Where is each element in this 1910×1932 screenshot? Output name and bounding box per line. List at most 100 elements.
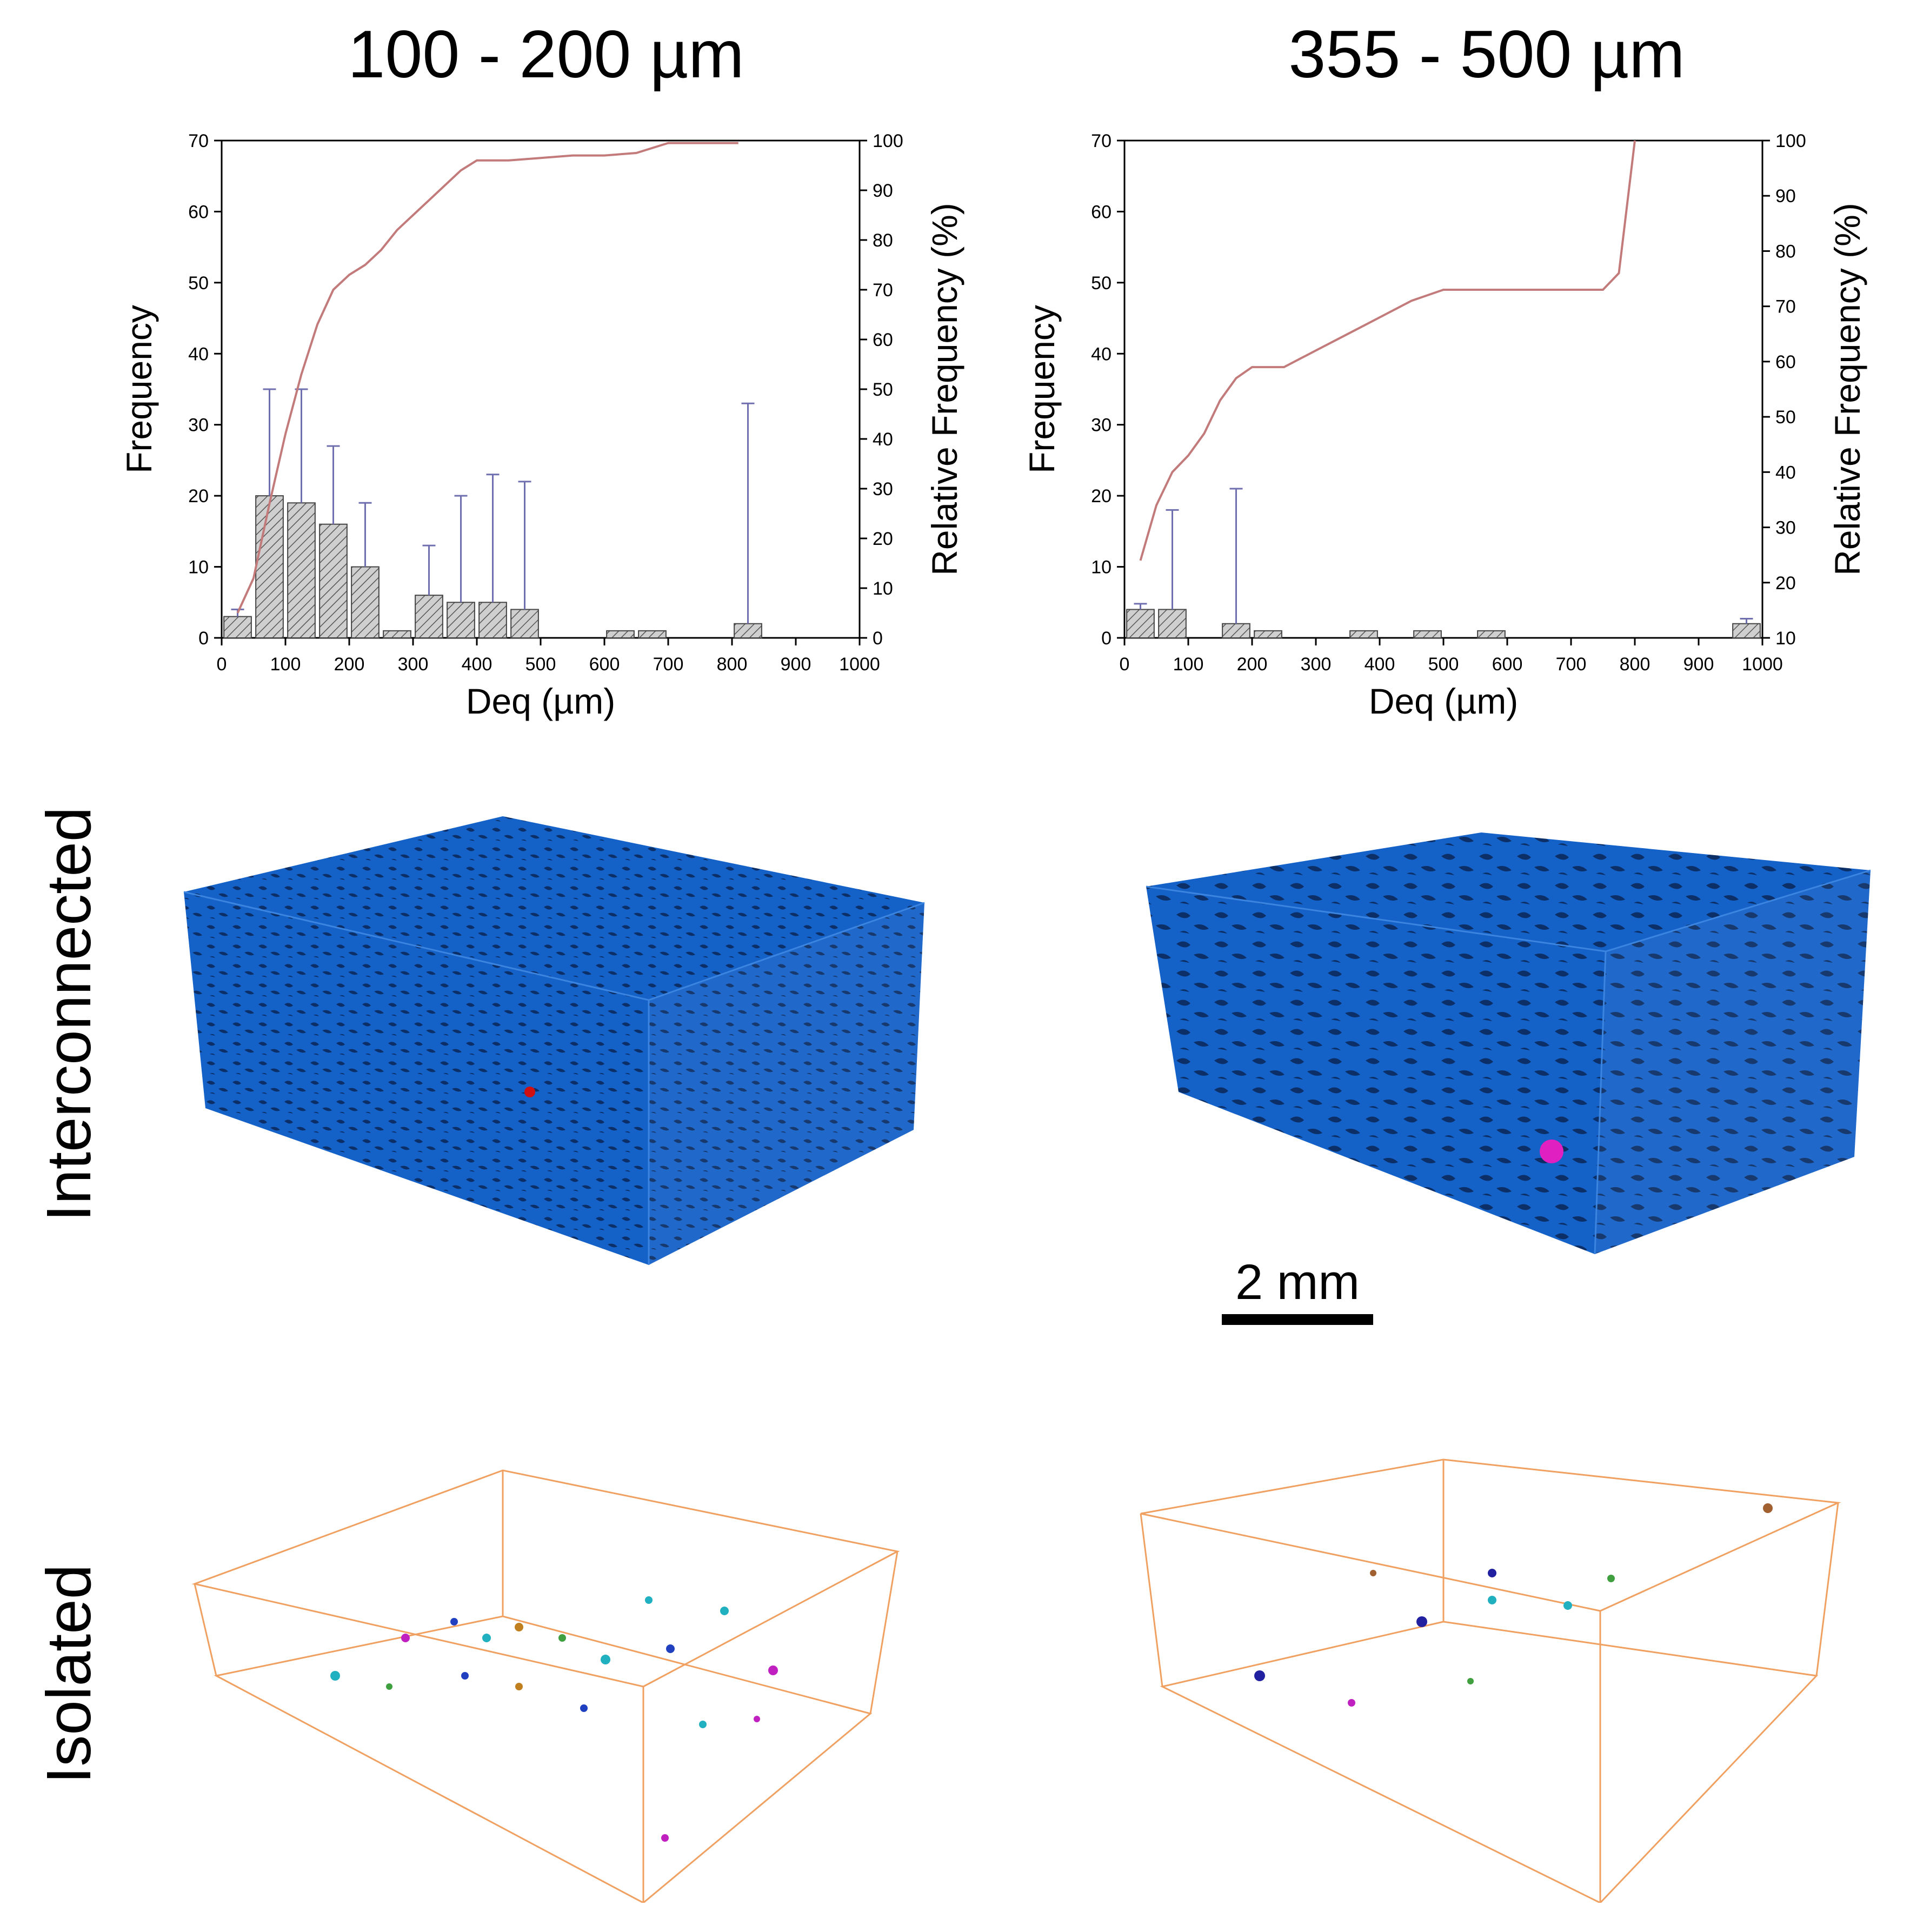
x-tick-label: 300 bbox=[1301, 654, 1332, 675]
histogram-bar bbox=[415, 595, 443, 639]
x-tick-label: 900 bbox=[781, 654, 811, 675]
interconnected-render-left bbox=[183, 816, 925, 1265]
block-right-face bbox=[1595, 870, 1871, 1254]
y2-tick-label: 30 bbox=[873, 479, 893, 499]
histogram-bar bbox=[1477, 630, 1506, 638]
histogram-svg-left: 0 100 200 300 400 500 600 700 800 900 100001020304… bbox=[119, 131, 964, 721]
histogram-bar bbox=[351, 566, 380, 638]
row-label-isolated: Isolated bbox=[34, 1564, 104, 1784]
x-axis-label: Deq (µm) bbox=[466, 681, 615, 721]
block-left-face bbox=[1146, 887, 1606, 1254]
y2-tick-label: 100 bbox=[1775, 131, 1806, 151]
histogram-bar bbox=[383, 630, 411, 638]
y-axis-label: Frequency bbox=[119, 305, 159, 474]
x-tick-label: 900 bbox=[1683, 654, 1714, 675]
x-tick-label: 500 bbox=[1428, 654, 1459, 675]
y-tick-label: 10 bbox=[1091, 557, 1112, 578]
column-title-right: 355 - 500 µm bbox=[1288, 17, 1685, 92]
column-title-left: 100 - 200 µm bbox=[348, 17, 744, 92]
y2-tick-label: 10 bbox=[873, 578, 893, 599]
y2-tick-label: 40 bbox=[873, 429, 893, 450]
histogram-bar bbox=[478, 602, 507, 638]
histogram-bar bbox=[1126, 609, 1155, 639]
y2-tick-label: 40 bbox=[1775, 462, 1796, 483]
isolated-pore-cluster bbox=[1254, 1503, 1773, 1707]
y-tick-label: 20 bbox=[1091, 486, 1112, 507]
isolated-render-right bbox=[1140, 1458, 1841, 1903]
y2-tick-label: 50 bbox=[873, 379, 893, 400]
magenta-pore-marker bbox=[1540, 1140, 1563, 1163]
x-tick-label: 100 bbox=[270, 654, 301, 675]
x-tick-label: 600 bbox=[1492, 654, 1523, 675]
histogram-bar bbox=[1254, 630, 1282, 638]
cumulative-curve bbox=[236, 142, 738, 614]
block-left-face bbox=[184, 892, 649, 1265]
histogram-bar bbox=[1222, 623, 1250, 639]
y2-tick-label: 20 bbox=[1775, 573, 1796, 594]
x-tick-label: 1000 bbox=[1742, 654, 1783, 675]
histogram-bar bbox=[1413, 630, 1442, 638]
y2-tick-label: 80 bbox=[873, 230, 893, 251]
scale-bar: 2 mm bbox=[1222, 1254, 1373, 1325]
histogram-bar bbox=[1158, 609, 1187, 639]
x-tick-label: 200 bbox=[334, 654, 365, 675]
y-tick-label: 40 bbox=[188, 344, 209, 364]
y2-tick-label: 70 bbox=[1775, 297, 1796, 317]
histogram-chart-right: 0 100 200 300 400 500 600 700 800 900 1000 0 10 20 30 4… bbox=[1000, 124, 1910, 735]
y2-tick-label: 30 bbox=[1775, 518, 1796, 538]
histogram-bar bbox=[255, 495, 284, 639]
plot-frame bbox=[221, 139, 861, 639]
x-tick-label: 600 bbox=[589, 654, 620, 675]
y-tick-label: 0 bbox=[1101, 628, 1112, 649]
y-tick-label: 70 bbox=[1091, 131, 1112, 151]
y2-tick-label: 70 bbox=[873, 280, 893, 301]
interconnected-render-right bbox=[1146, 832, 1871, 1255]
histogram-bar bbox=[223, 616, 252, 638]
y2-tick-label: 100 bbox=[873, 131, 903, 151]
y-tick-label: 60 bbox=[188, 202, 209, 222]
y2-tick-label: 0 bbox=[873, 628, 883, 649]
y2-tick-label: 90 bbox=[873, 181, 893, 201]
histogram-bar bbox=[1349, 630, 1378, 638]
scale-bar-line bbox=[1222, 1314, 1373, 1325]
y2-axis-label: Relative Frequency (%) bbox=[1827, 203, 1867, 576]
histogram-bar bbox=[734, 623, 762, 639]
x-tick-label: 300 bbox=[398, 654, 429, 675]
histogram-bar bbox=[606, 630, 635, 638]
y-tick-label: 20 bbox=[188, 486, 209, 507]
histogram-bar bbox=[287, 502, 316, 638]
x-tick-label: 0 bbox=[217, 654, 227, 675]
y-tick-label: 10 bbox=[188, 557, 209, 578]
y2-axis-label: Relative Frequency (%) bbox=[924, 203, 964, 576]
y2-tick-label: 10 bbox=[1775, 628, 1796, 649]
red-pore-marker bbox=[524, 1087, 535, 1097]
y-axis-label: Frequency bbox=[1022, 305, 1062, 474]
x-tick-label: 800 bbox=[717, 654, 748, 675]
block-top-face bbox=[184, 816, 924, 1000]
y2-tick-label: 90 bbox=[1775, 186, 1796, 206]
y2-tick-label: 80 bbox=[1775, 241, 1796, 262]
x-tick-label: 700 bbox=[653, 654, 684, 675]
histogram-bar bbox=[447, 602, 475, 638]
x-tick-label: 500 bbox=[525, 654, 556, 675]
y-tick-label: 30 bbox=[188, 415, 209, 436]
y-tick-label: 40 bbox=[1091, 344, 1112, 364]
x-tick-label: 800 bbox=[1620, 654, 1651, 675]
histogram-bar bbox=[319, 523, 348, 639]
histogram-bar bbox=[638, 630, 667, 638]
cumulative-curve bbox=[1139, 140, 1636, 561]
histogram-svg-right: 0 100 200 300 400 500 600 700 800 900 1000 0 10 20 30 4… bbox=[1022, 131, 1867, 721]
histogram-bar bbox=[510, 609, 539, 639]
scale-bar-label: 2 mm bbox=[1235, 1255, 1360, 1310]
x-tick-label: 100 bbox=[1173, 654, 1204, 675]
y2-tick-label: 60 bbox=[873, 330, 893, 350]
y-tick-label: 70 bbox=[188, 131, 209, 151]
y-tick-label: 50 bbox=[188, 273, 209, 294]
row-label-interconnected: Interconnected bbox=[34, 807, 104, 1222]
histogram-chart-left: 0 100 200 300 400 500 600 700 800 900 1000 0 10 20 30 4… bbox=[97, 124, 1016, 735]
y2-tick-label: 50 bbox=[1775, 407, 1796, 428]
x-tick-label: 200 bbox=[1237, 654, 1268, 675]
x-tick-label: 400 bbox=[1365, 654, 1395, 675]
isolated-render-left bbox=[191, 1469, 900, 1903]
y2-tick-label: 20 bbox=[873, 529, 893, 549]
